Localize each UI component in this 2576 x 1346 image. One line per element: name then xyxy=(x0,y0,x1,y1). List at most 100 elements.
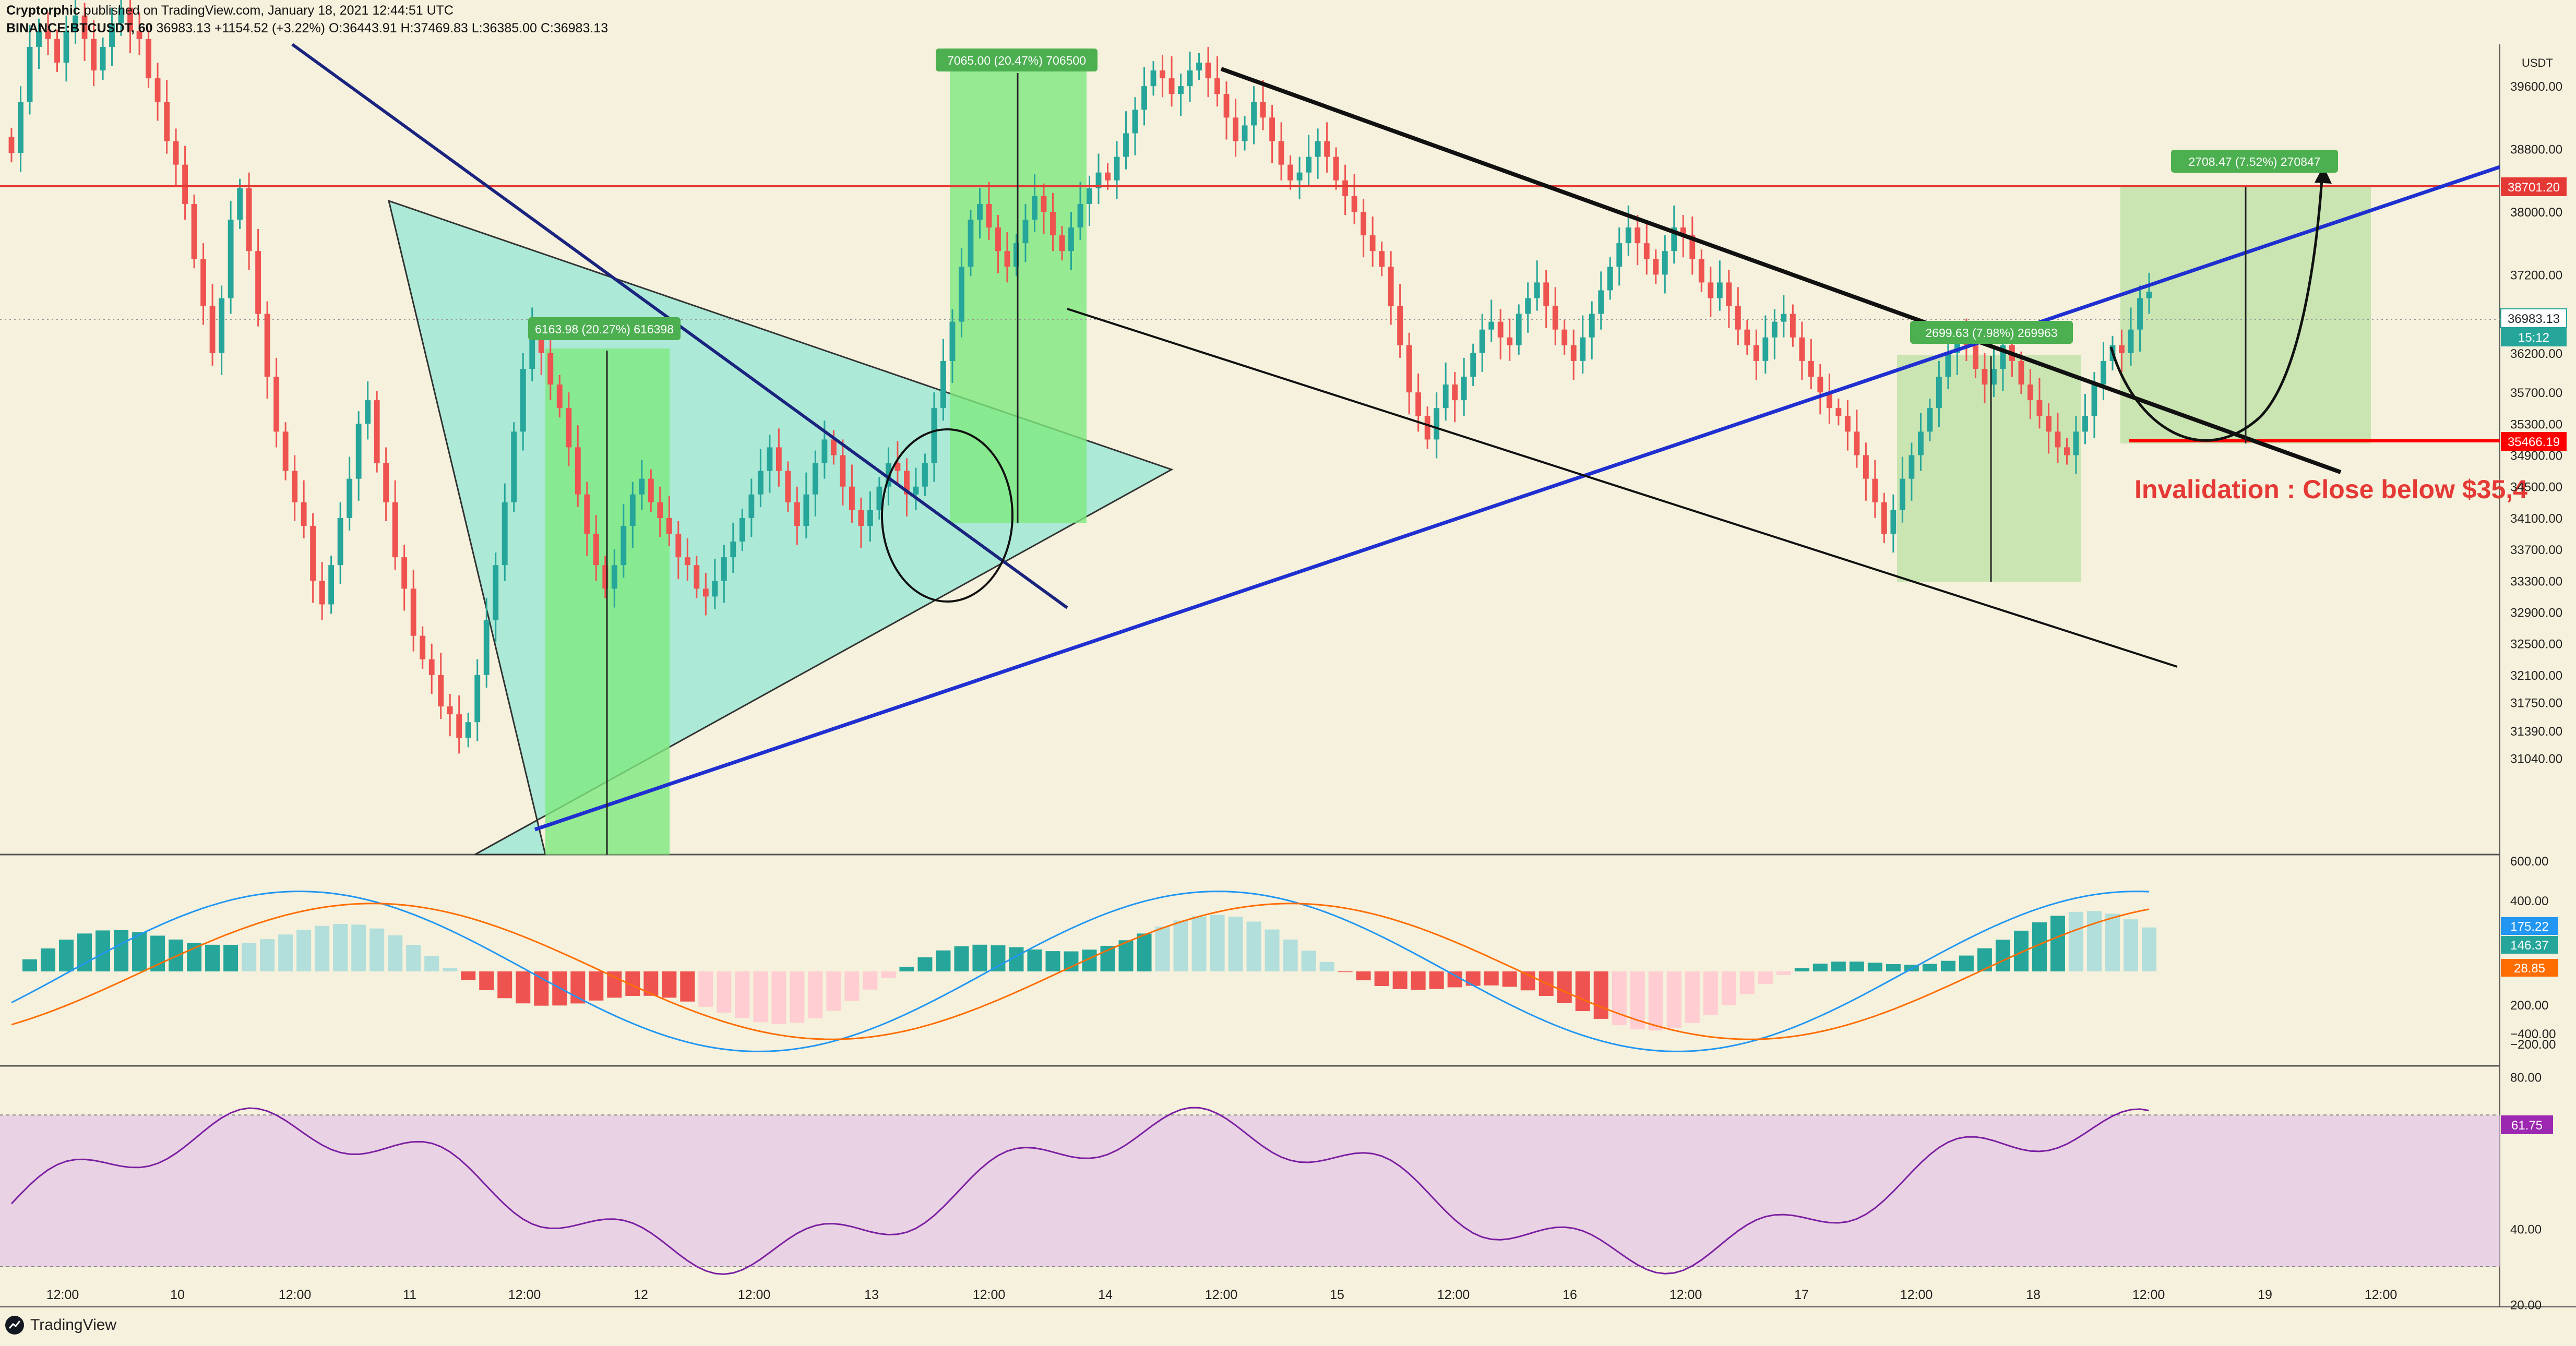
candle xyxy=(694,556,700,598)
candle xyxy=(347,456,353,531)
candle-body xyxy=(310,525,316,581)
price-tick-label: 33300.00 xyxy=(2510,574,2562,588)
candle xyxy=(264,301,270,399)
macd-histogram-bar xyxy=(132,932,147,971)
candle-body xyxy=(1452,384,1458,401)
candle xyxy=(191,194,197,269)
candle xyxy=(392,480,398,570)
time-tick-label: 12:00 xyxy=(1900,1288,1933,1302)
macd-histogram-bar xyxy=(1648,971,1663,1031)
candle-body xyxy=(821,439,828,463)
candle xyxy=(1735,287,1741,345)
candle xyxy=(1643,224,1650,275)
candle-body xyxy=(1844,416,1851,432)
candle-body xyxy=(1635,227,1641,244)
candle-body xyxy=(63,31,69,63)
price-tick-label: 32500.00 xyxy=(2510,638,2562,652)
candle-body xyxy=(365,400,371,424)
tradingview-logo[interactable]: TradingView xyxy=(4,1315,116,1336)
candle-body xyxy=(1525,298,1531,314)
candle xyxy=(684,538,690,581)
candle-body xyxy=(347,478,353,518)
candle xyxy=(2028,368,2033,419)
candle-body xyxy=(209,306,216,353)
macd-histogram-bar xyxy=(22,959,38,971)
time-tick-label: 12:00 xyxy=(279,1288,312,1302)
candle-body xyxy=(54,39,60,63)
candle-body xyxy=(1260,102,1266,118)
candle-body xyxy=(1561,329,1568,345)
candle-body xyxy=(1287,164,1294,181)
price-labels: 38701.20 36983.13 15:12 35466.19 175.22 146.3… xyxy=(2500,177,2567,1134)
candle xyxy=(1589,301,1595,359)
candle-body xyxy=(1442,384,1449,408)
time-tick-label: 11 xyxy=(403,1288,416,1302)
candle xyxy=(1653,249,1659,284)
candle xyxy=(109,7,115,66)
candle xyxy=(1424,406,1430,449)
candle-body xyxy=(1497,321,1504,338)
time-tick-label: 13 xyxy=(864,1288,879,1302)
candle-body xyxy=(1479,329,1485,353)
candle-body xyxy=(355,424,362,479)
candle xyxy=(1744,320,1750,355)
candle-body xyxy=(1771,321,1778,338)
measure-label: 2699.63 (7.98%) 269963 xyxy=(1925,326,2057,340)
candle-body xyxy=(621,525,627,566)
measure-label: 6163.98 (20.27%) 616398 xyxy=(535,322,674,336)
candle xyxy=(1890,494,1897,553)
price-tick-label: 38800.00 xyxy=(2510,143,2562,157)
macd-histogram-bar xyxy=(1831,962,1846,971)
candle xyxy=(949,309,956,383)
macd-histogram-bar xyxy=(1612,971,1627,1026)
candle-body xyxy=(1716,282,1723,298)
macd-histogram-bar xyxy=(1977,948,1992,971)
macd-histogram-bar xyxy=(1210,915,1225,971)
macd-histogram-bar xyxy=(1392,971,1408,989)
candle-body xyxy=(2046,416,2052,432)
candle xyxy=(1854,410,1860,468)
candle-body xyxy=(1854,431,1860,455)
candle xyxy=(1580,315,1586,374)
candle-body xyxy=(228,220,234,298)
candle xyxy=(1470,343,1476,387)
symbol: BINANCE:BTCUSDT, 60 xyxy=(6,21,153,35)
candle-body xyxy=(1653,259,1659,275)
candle xyxy=(1214,56,1220,107)
candle-body xyxy=(1580,337,1586,361)
candle-body xyxy=(2128,329,2134,353)
candle-body xyxy=(1982,368,1988,385)
candle-body xyxy=(1461,377,1467,401)
candle-body xyxy=(968,220,974,267)
candle xyxy=(1479,314,1485,372)
candle-body xyxy=(1269,117,1275,141)
macd-histogram-bar xyxy=(1685,971,1700,1023)
candle-body xyxy=(895,463,901,471)
candle xyxy=(456,695,462,754)
candle xyxy=(1150,61,1156,96)
candle xyxy=(502,483,508,581)
candle-body xyxy=(1342,180,1349,196)
candle xyxy=(2137,285,2143,352)
candle-body xyxy=(959,267,964,322)
time-tick-label: 12:00 xyxy=(46,1288,79,1302)
macd-value-label: 175.22 xyxy=(2510,920,2548,934)
candle-body xyxy=(1388,267,1394,306)
candle xyxy=(465,713,471,748)
macd-value-box xyxy=(2501,917,2558,935)
macd-histogram-bar xyxy=(187,943,202,971)
macd-histogram-bar xyxy=(662,971,677,998)
candle xyxy=(1059,226,1065,261)
candle xyxy=(136,12,142,55)
candle-body xyxy=(182,164,188,204)
measure-label-box xyxy=(936,49,1098,71)
candle-body xyxy=(1534,282,1540,298)
price-label-box xyxy=(2501,432,2567,451)
price-label: 35466.19 xyxy=(2508,435,2560,449)
candles xyxy=(8,0,2152,754)
price-tick-label: 34500.00 xyxy=(2510,480,2562,495)
candle xyxy=(913,467,919,510)
candle-body xyxy=(36,31,42,47)
candle-body xyxy=(200,259,207,306)
